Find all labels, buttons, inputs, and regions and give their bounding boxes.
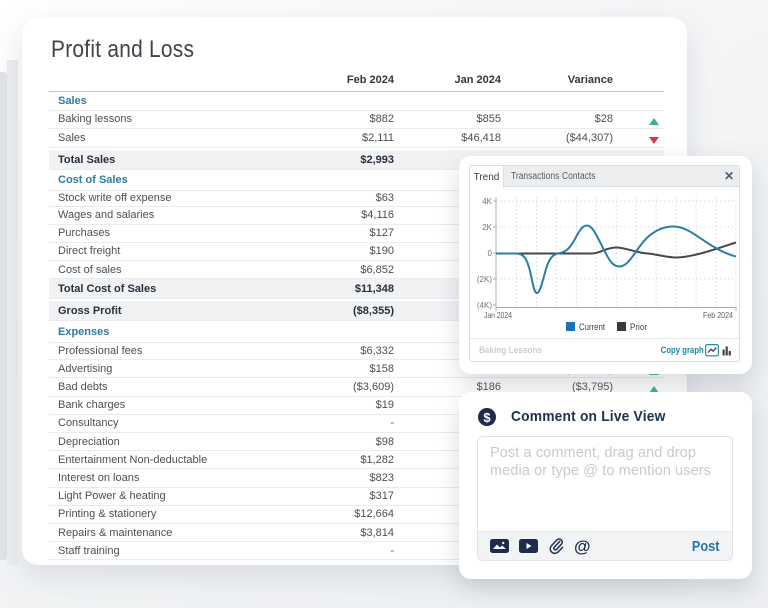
svg-text:(2K): (2K): [477, 275, 492, 284]
svg-text:Feb 2024: Feb 2024: [703, 310, 733, 320]
svg-text:4K: 4K: [482, 197, 492, 206]
svg-text:2K: 2K: [482, 223, 492, 232]
svg-text:Jan 2024: Jan 2024: [484, 310, 512, 320]
svg-text:Prior: Prior: [630, 322, 647, 333]
svg-text:Current: Current: [579, 322, 605, 333]
svg-text:(4K): (4K): [477, 301, 492, 310]
svg-text:0: 0: [488, 249, 493, 258]
